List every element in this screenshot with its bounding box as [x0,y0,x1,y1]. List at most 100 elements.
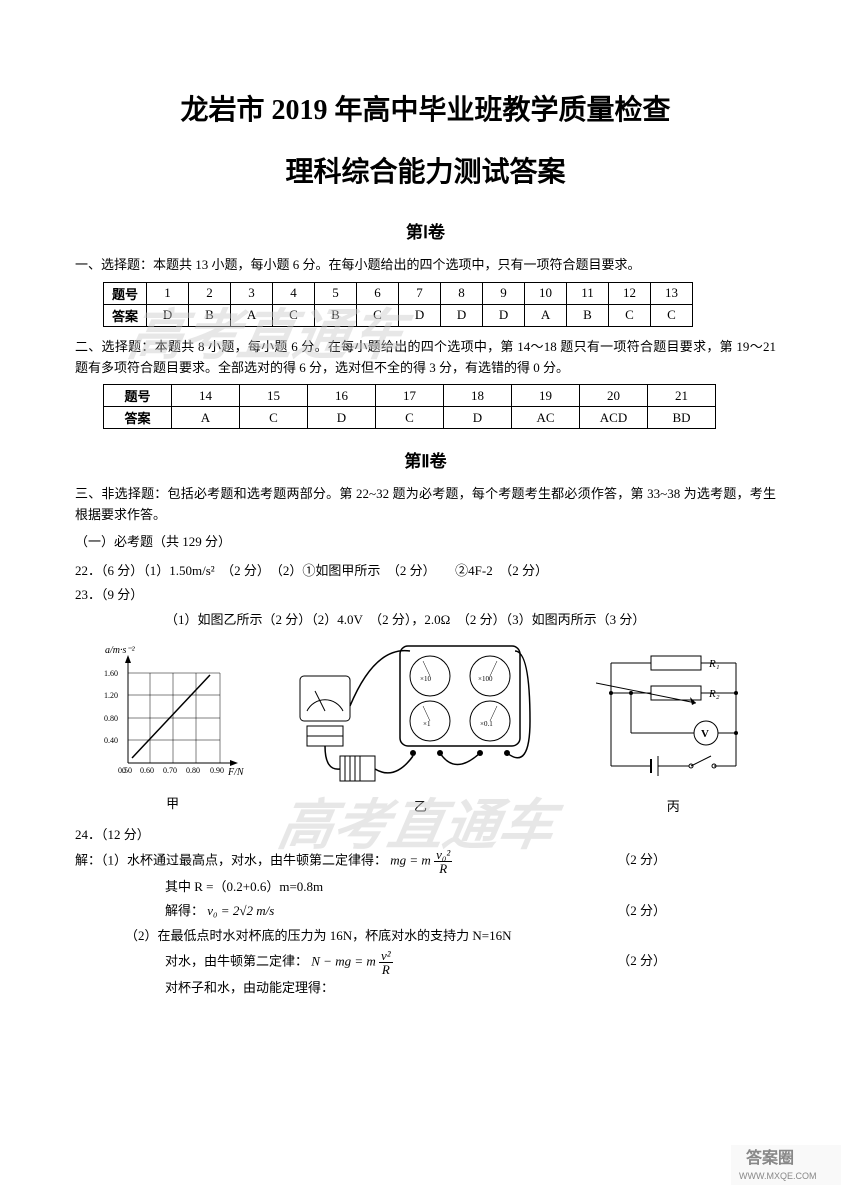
q24-l3-score: （2 分） [617,899,666,924]
q23-line1: （1）如图乙所示（2 分）（2）4.0V （2 分），2.0Ω （2 分）（3）… [75,608,776,633]
q24-l5-text: 对水，由牛顿第二定律： [165,953,308,968]
t1-a: D [399,304,441,326]
t1-a: C [609,304,651,326]
frac-den: R [434,862,452,875]
q22: 22．（6 分）（1）1.50m/s² （2 分） （2）①如图甲所示 （2 分… [75,559,776,584]
svg-text:0.80: 0.80 [104,714,118,723]
svg-text:1.60: 1.60 [104,669,118,678]
section-a-label: （一）必考题（共 129 分） [75,532,776,553]
title-line-2: 理科综合能力测试答案 [75,150,776,190]
svg-text:0.70: 0.70 [163,766,177,775]
ylabel: a/m·s⁻² [105,645,136,656]
svg-text:1.20: 1.20 [104,691,118,700]
q24-l1-formula-left: mg = m [390,852,431,867]
q24-l1-text: 解：（1）水杯通过最高点，对水，由牛顿第二定律得： [75,852,387,867]
t2-a: BD [648,407,716,429]
fig-label-a: 甲 [100,793,245,812]
t1-n: 10 [525,282,567,304]
answer-table-1: 题号 1 2 3 4 5 6 7 8 9 10 11 12 13 答案 D B … [103,282,693,327]
instruction-2: 二、选择题：本题共 8 小题，每小题 6 分。在每小题给出的四个选项中，第 14… [75,337,776,379]
svg-text:×1: ×1 [423,720,431,728]
q24-line1: 解：（1）水杯通过最高点，对水，由牛顿第二定律得： mg = m v₀² R （… [75,848,776,875]
footer-brand2: WWW.MXQE.COM [739,1171,817,1181]
t2-n: 19 [512,385,580,407]
table2-ans-label: 答案 [104,407,172,429]
t1-a: A [525,304,567,326]
frac-den: R [379,963,393,976]
t2-n: 18 [444,385,512,407]
svg-text:0.50: 0.50 [118,766,132,775]
part2-header: 第Ⅱ卷 [75,447,776,472]
graph-svg: a/m·s⁻² 1.601.20 0.800.40 0 0.500.60 0.7… [100,643,245,788]
instruction-3: 三、非选择题：包括必考题和选考题两部分。第 22~32 题为必考题，每个考题考生… [75,484,776,526]
t1-n: 11 [567,282,609,304]
figure-bing: R₁ R₂ V [596,641,751,815]
t1-a: D [147,304,189,326]
t1-a: D [483,304,525,326]
figure-yi: ×10×100 ×1×0.1 乙 [295,641,545,815]
q24-line3: 解得： v₀ = 2√2 m/s （2 分） [75,899,776,924]
t1-n: 2 [189,282,231,304]
apparatus-svg: ×10×100 ×1×0.1 [295,641,545,791]
figure-row: a/m·s⁻² 1.601.20 0.800.40 0 0.500.60 0.7… [75,641,776,815]
t2-a: AC [512,407,580,429]
t1-n: 3 [231,282,273,304]
t1-n: 7 [399,282,441,304]
q24-l5-formula-left: N − mg = m [311,953,376,968]
fig-label-c: 丙 [596,796,751,815]
svg-text:R₁: R₁ [708,658,720,670]
table2-row-label: 题号 [104,385,172,407]
t1-a: B [315,304,357,326]
q24-l3-formula: v₀ = 2√2 m/s [207,903,274,918]
t1-n: 1 [147,282,189,304]
footer-brand1: 答案圈 [746,1148,794,1167]
t2-n: 15 [240,385,308,407]
q23-head: 23．（9 分） [75,583,776,608]
t1-a: C [357,304,399,326]
frac-num: v² [379,949,393,963]
t1-a: C [651,304,693,326]
q24-head: 24．（12 分） [75,823,776,848]
q24-line5: 对水，由牛顿第二定律： N − mg = m v² R （2 分） [75,949,776,976]
svg-text:×10: ×10 [420,675,431,683]
t2-n: 21 [648,385,716,407]
q24-l5-score: （2 分） [617,949,666,974]
svg-text:×100: ×100 [478,675,493,683]
t2-n: 16 [308,385,376,407]
svg-text:V: V [701,728,709,740]
t2-n: 17 [376,385,444,407]
t2-a: D [308,407,376,429]
fig-label-b: 乙 [295,796,545,815]
q24-l1-frac: v₀² R [434,848,452,875]
part1-header: 第Ⅰ卷 [75,218,776,243]
svg-text:0.60: 0.60 [140,766,154,775]
t1-n: 8 [441,282,483,304]
table1-row-label: 题号 [104,282,147,304]
answer-table-2: 题号 14 15 16 17 18 19 20 21 答案 A C D C D … [103,384,716,429]
q24-line2: 其中 R =（0.2+0.6）m=0.8m [75,875,776,900]
q24-l1-score: （2 分） [617,848,666,873]
svg-text:0.80: 0.80 [186,766,200,775]
footer-logo: 答案圈 WWW.MXQE.COM [731,1145,841,1190]
q24-l3-text: 解得： [165,903,204,918]
t1-a: A [231,304,273,326]
table1-ans-label: 答案 [104,304,147,326]
t1-n: 12 [609,282,651,304]
t2-n: 14 [172,385,240,407]
t2-n: 20 [580,385,648,407]
t1-n: 5 [315,282,357,304]
svg-text:R₂: R₂ [708,688,720,700]
frac-num: v₀² [434,848,452,862]
t1-n: 6 [357,282,399,304]
t2-a: A [172,407,240,429]
t1-a: C [273,304,315,326]
t1-n: 4 [273,282,315,304]
circuit-svg: R₁ R₂ V [596,641,751,791]
t1-a: B [189,304,231,326]
svg-text:0.40: 0.40 [104,736,118,745]
t1-a: D [441,304,483,326]
t1-n: 13 [651,282,693,304]
t2-a: D [444,407,512,429]
instruction-1: 一、选择题：本题共 13 小题，每小题 6 分。在每小题给出的四个选项中，只有一… [75,255,776,276]
q24-line6: 对杯子和水，由动能定理得： [75,976,776,1001]
